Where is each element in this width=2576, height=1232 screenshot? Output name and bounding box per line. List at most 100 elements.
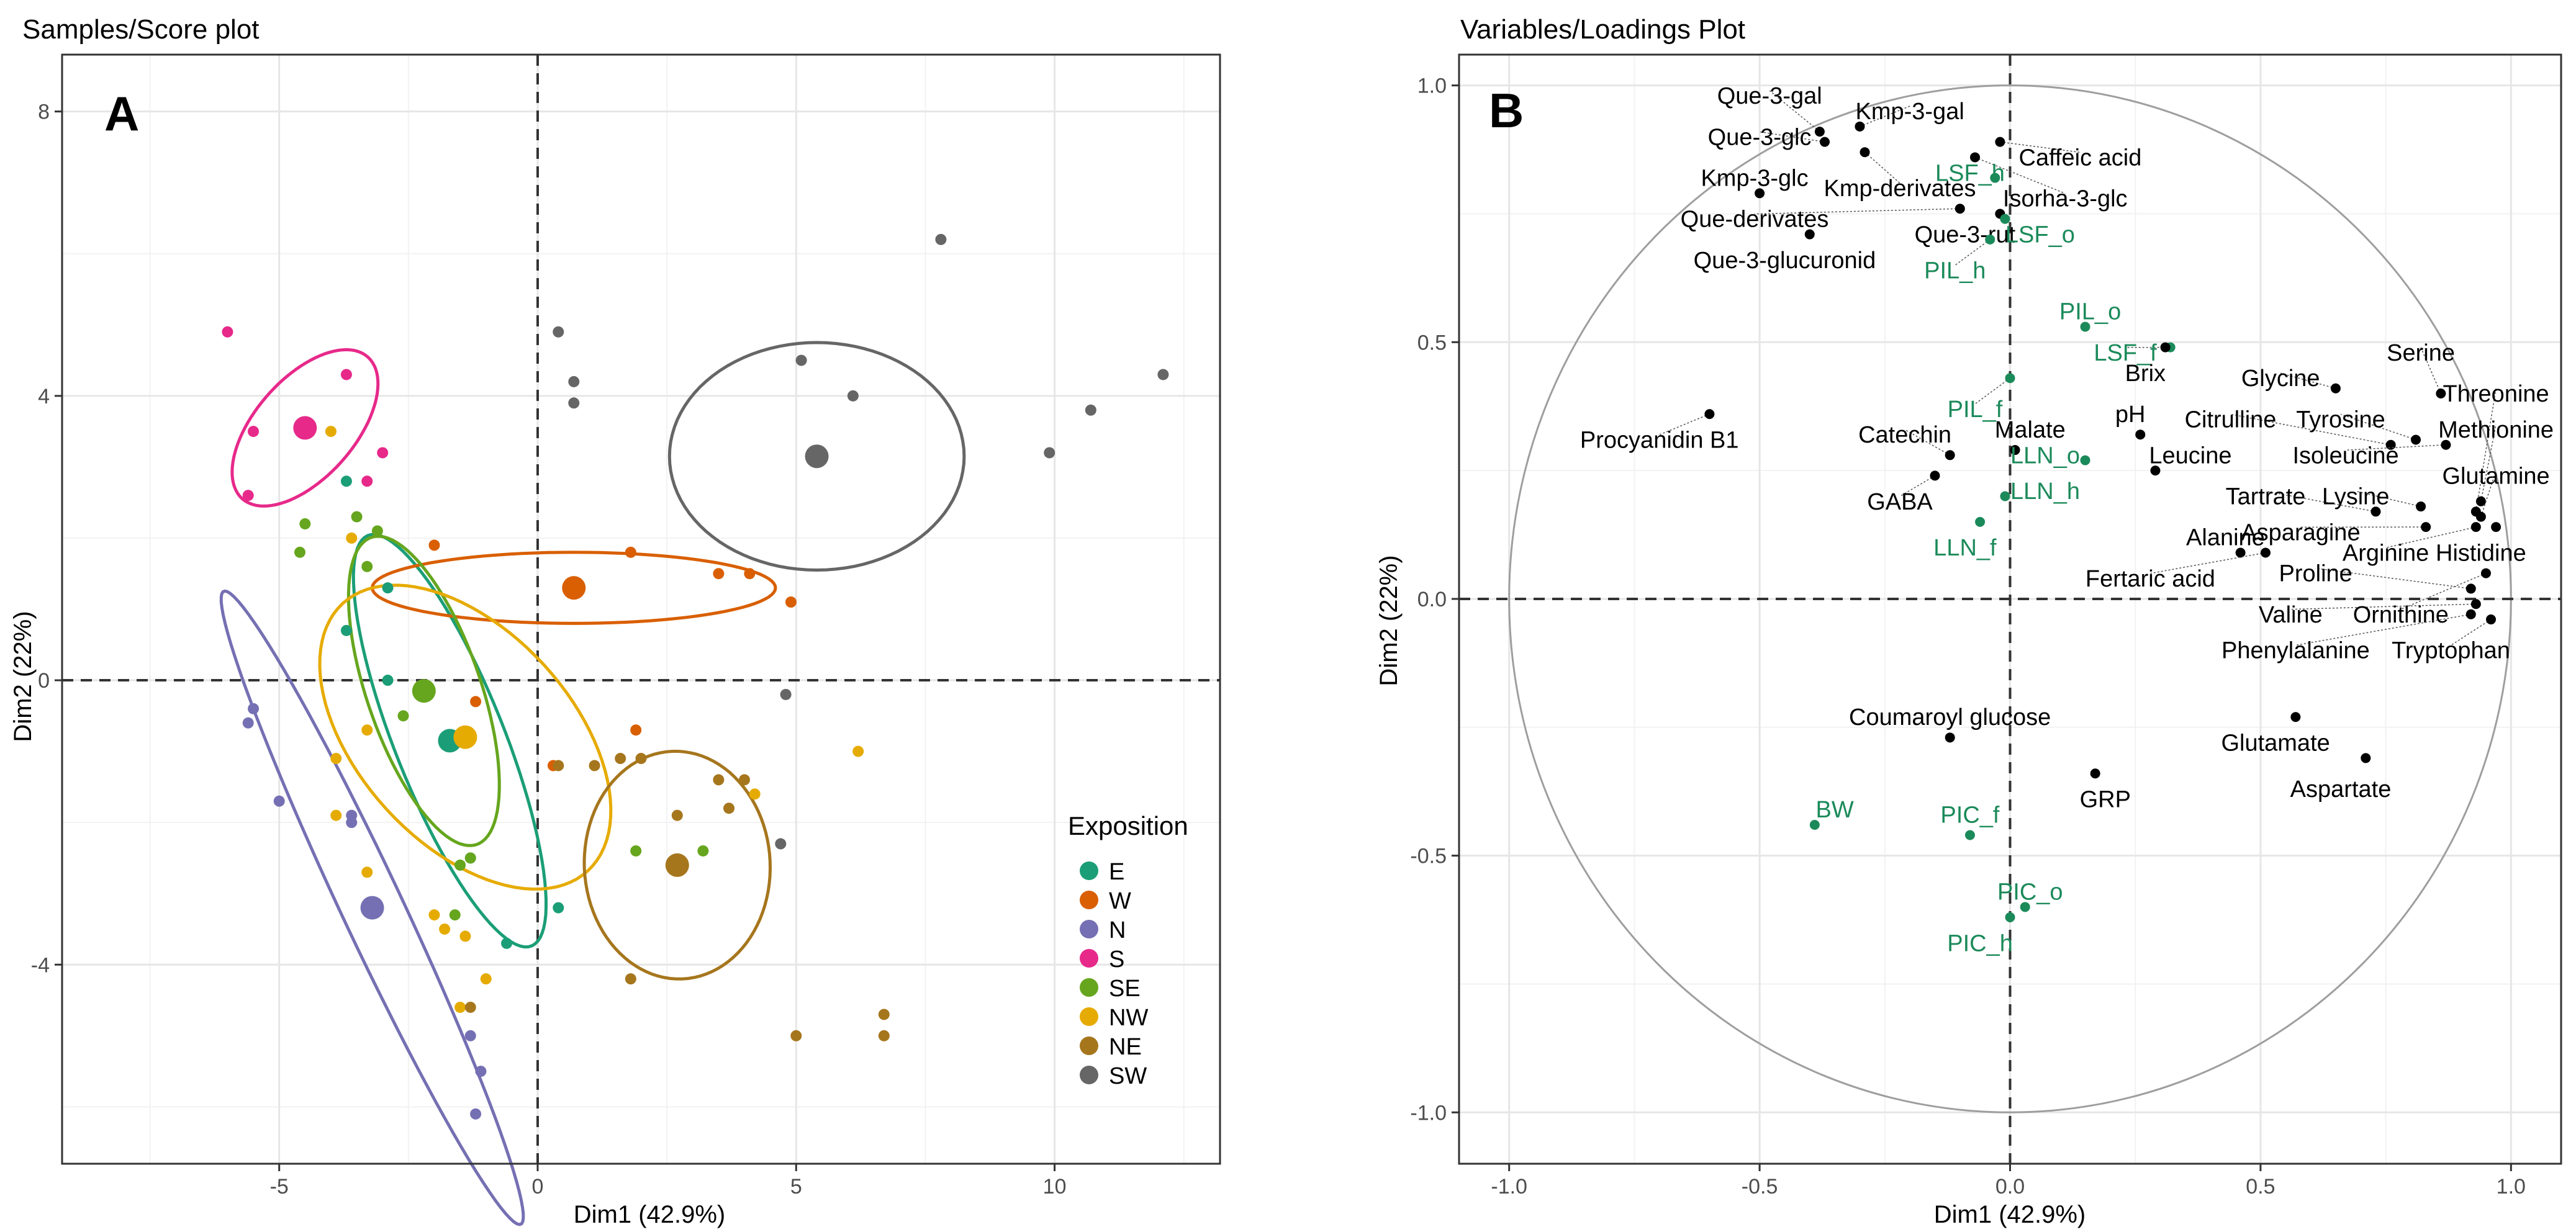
group-centroid-sw: [805, 444, 829, 469]
variable-point-que-3-glc: [1819, 137, 1830, 147]
loadings-plot-axis-ticks: -1.0 -0.5 0.0 0.5 1.0 -1.0 -0.5 0.0 0.5 1.0: [1410, 74, 2526, 1198]
variable-label-glutamine: Glutamine: [2443, 463, 2550, 489]
variable-label-bw: BW: [1816, 797, 1854, 823]
sample-point-nw: [852, 745, 864, 757]
x-tick-label: 0: [532, 1175, 544, 1198]
x-tick-label: 0.0: [1995, 1175, 2025, 1198]
variable-label-ornithine: Ornithine: [2353, 602, 2449, 628]
variable-label-lsf-o: LSF_o: [2005, 222, 2075, 248]
variable-point-lysine: [2416, 501, 2426, 512]
sample-point-ne: [635, 753, 647, 765]
sample-point-e: [340, 475, 352, 487]
sample-point-nw: [480, 973, 492, 985]
variable-point-bw: [1809, 819, 1820, 830]
variable-label-proline: Proline: [2279, 561, 2352, 587]
variable-point-pic-f: [1964, 830, 1975, 840]
sample-point-nw: [428, 909, 440, 921]
variable-label-histidine: Histidine: [2436, 540, 2526, 566]
variable-label-serine: Serine: [2387, 340, 2455, 366]
variable-label-que-3-rut: Que-3-rut: [1915, 222, 2016, 248]
sample-point-s: [340, 369, 352, 380]
sample-point-s: [248, 426, 260, 438]
sample-point-sw: [568, 397, 580, 409]
variable-point-que-derivates: [1955, 204, 1965, 214]
variable-point-glycine: [2330, 383, 2341, 393]
sample-point-nw: [749, 788, 761, 800]
y-tick-label: -1.0: [1410, 1101, 1447, 1125]
variable-label-lsf-h: LSF_h: [1935, 160, 2005, 186]
sample-point-ne: [723, 803, 735, 814]
leader-line-tryptophan: [2451, 619, 2492, 646]
leader-line-valine: [2290, 603, 2476, 610]
sample-point-nw: [459, 930, 471, 942]
variable-label-grp: GRP: [2080, 787, 2131, 813]
group-centroid-s: [293, 416, 317, 440]
sample-point-sw: [795, 354, 807, 366]
variable-point-lln-f: [1975, 516, 1986, 527]
x-tick-label: 1.0: [2497, 1175, 2526, 1198]
sample-point-ne: [553, 760, 564, 771]
variable-point-pil-o: [2080, 321, 2090, 332]
score-plot-grid: [62, 55, 1220, 1164]
variable-label-lln-o: LLN_o: [2010, 443, 2080, 469]
legend-label-s: S: [1109, 946, 1124, 973]
sample-point-ne: [790, 1030, 802, 1041]
sample-point-e: [501, 937, 513, 949]
variable-label-caffeic-acid: Caffeic acid: [2019, 145, 2142, 171]
variable-label-kmp-3-gal: Kmp-3-gal: [1855, 99, 1964, 125]
variable-label-fertaric-acid: Fertaric acid: [2086, 566, 2215, 592]
variable-point-tartrate: [2370, 506, 2381, 517]
legend-label-e: E: [1109, 859, 1124, 885]
sample-point-ne: [878, 1030, 890, 1041]
variable-label-brix: Brix: [2125, 361, 2166, 387]
variable-label-isoleucine: Isoleucine: [2293, 443, 2399, 469]
score-plot-title: Samples/Score plot: [22, 14, 260, 45]
variable-label-pil-o: PIL_o: [2059, 299, 2121, 325]
sample-point-nw: [361, 866, 373, 878]
variable-point-lln-o: [2080, 455, 2090, 465]
sample-point-se: [697, 845, 709, 857]
leader-line-kmp-derivates: [1864, 151, 1900, 184]
x-tick-label: 10: [1043, 1175, 1067, 1198]
variable-label-lysine: Lysine: [2322, 483, 2389, 510]
sample-point-ne: [464, 1001, 476, 1013]
y-tick-label: 0.5: [1417, 331, 1447, 354]
sample-point-ne: [625, 973, 636, 985]
variable-point-isoleucine: [2441, 439, 2451, 450]
confidence-ellipse-s: [230, 348, 380, 508]
sample-point-ne: [589, 760, 600, 771]
y-tick-label: 4: [38, 385, 50, 408]
variable-point-proline: [2465, 583, 2476, 594]
sample-point-w: [785, 596, 797, 608]
group-centroid-nw: [453, 725, 477, 749]
variable-label-asparagine: Asparagine: [2241, 519, 2360, 546]
variable-point-tyrosine: [2411, 434, 2421, 445]
variable-label-leucine: Leucine: [2149, 443, 2231, 469]
sample-point-sw: [847, 390, 859, 402]
leader-line-proline: [2315, 567, 2471, 590]
leader-line-glutamine: [2480, 470, 2497, 517]
sample-point-sw: [935, 233, 947, 245]
variable-point-lsf-o: [2000, 214, 2010, 224]
variable-point-pil-h: [1985, 234, 1995, 245]
variable-label-threonine: Threonine: [2443, 381, 2549, 407]
sample-point-s: [361, 475, 373, 487]
sample-point-w: [428, 539, 440, 551]
variable-point-serine: [2436, 389, 2446, 399]
variable-point-pil-f: [2005, 373, 2015, 384]
panel-letter-b: B: [1489, 83, 1524, 138]
legend-swatch-n: [1080, 920, 1098, 938]
leader-line-que-derivates: [1755, 208, 1960, 215]
variable-point-valine: [2470, 599, 2481, 609]
sample-point-se: [454, 859, 466, 871]
sample-point-e: [382, 582, 394, 594]
leader-line-kmp-3-gal: [1860, 106, 1910, 127]
sample-point-sw: [1044, 447, 1055, 459]
y-tick-label: 0.0: [1417, 588, 1447, 611]
variable-point-leucine: [2150, 465, 2161, 476]
sample-point-nw: [330, 809, 342, 821]
leader-line-catechin: [1904, 429, 1951, 456]
group-centroid-se: [412, 679, 436, 703]
sample-point-e: [340, 624, 352, 636]
loadings-plot-zero-lines: [1459, 55, 2561, 1164]
